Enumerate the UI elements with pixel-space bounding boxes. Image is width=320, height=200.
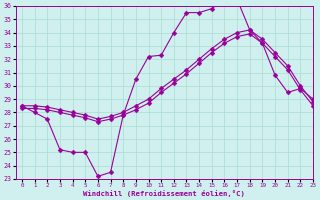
X-axis label: Windchill (Refroidissement éolien,°C): Windchill (Refroidissement éolien,°C) [84, 190, 245, 197]
